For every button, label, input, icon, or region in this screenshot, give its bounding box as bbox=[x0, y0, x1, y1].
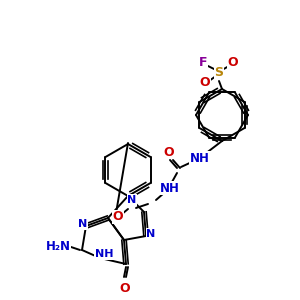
Text: O: O bbox=[228, 56, 238, 70]
Text: N: N bbox=[78, 219, 88, 229]
Text: N: N bbox=[146, 229, 156, 239]
Text: F: F bbox=[199, 56, 207, 70]
Text: N: N bbox=[128, 195, 136, 205]
Text: S: S bbox=[214, 67, 224, 80]
Text: O: O bbox=[113, 211, 123, 224]
Text: NH: NH bbox=[190, 152, 210, 164]
Text: NH: NH bbox=[160, 182, 180, 194]
Text: NH: NH bbox=[95, 249, 113, 259]
Text: O: O bbox=[200, 76, 210, 89]
Text: H₂N: H₂N bbox=[46, 239, 70, 253]
Text: O: O bbox=[120, 281, 130, 295]
Text: O: O bbox=[164, 146, 174, 158]
